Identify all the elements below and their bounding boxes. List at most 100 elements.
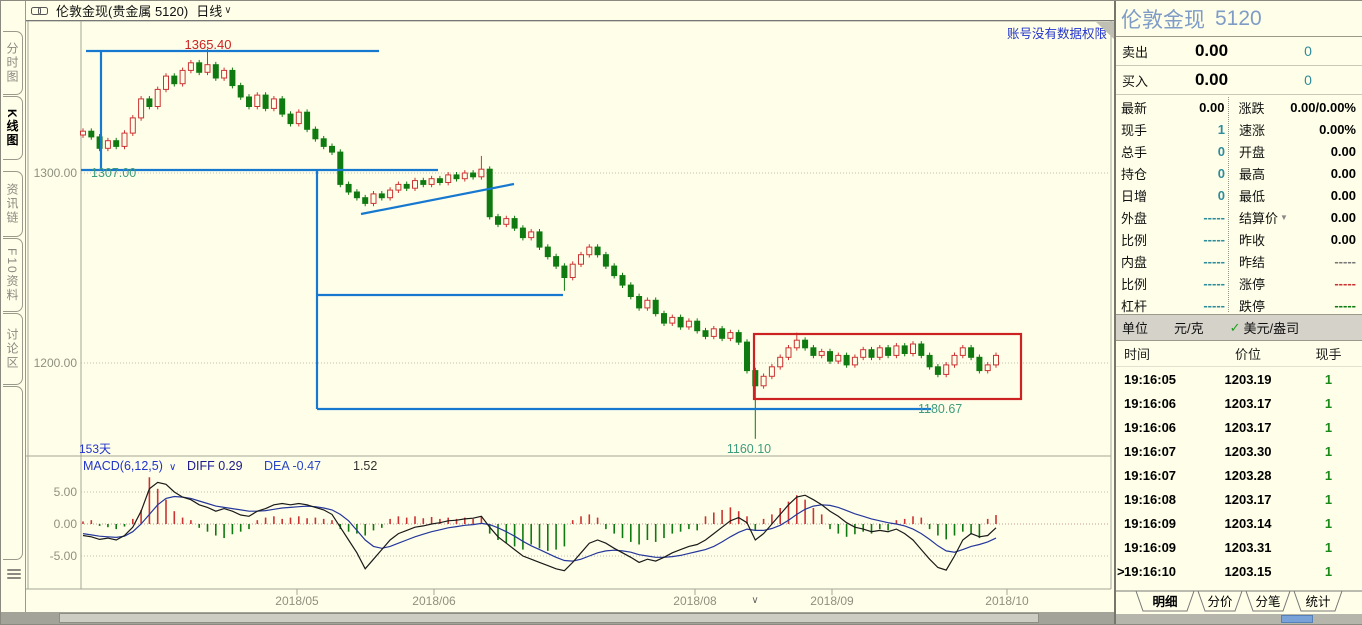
svg-text:5.00: 5.00 xyxy=(54,485,78,499)
tape-row: 19:16:07 1203.30 1 xyxy=(1116,439,1362,463)
bottom-tab-分价[interactable] xyxy=(1197,590,1243,612)
tape-time: >19:16:10 xyxy=(1117,563,1177,579)
quote-row: 日增 0 最低 0.00 xyxy=(1116,184,1362,206)
no-permission-notice: 账号没有数据权限 xyxy=(1006,27,1107,41)
quote-row: 比例 ----- 涨停 ----- xyxy=(1116,272,1362,294)
sidebar-tab-3[interactable]: 资讯链 xyxy=(3,171,23,237)
tape-time: 19:16:06 xyxy=(1124,419,1177,435)
quote-label: 昨收 xyxy=(1239,232,1266,248)
quote-label: 跌停 xyxy=(1239,298,1266,314)
quote-value: ----- xyxy=(1203,231,1225,247)
scrollbar-thumb[interactable] xyxy=(59,613,1039,623)
quote-value: 0.00 xyxy=(1330,209,1356,225)
svg-text:1200.00: 1200.00 xyxy=(34,356,78,370)
chart-header-bar: 伦敦金现(贵金属 5120) 日线 ∨ xyxy=(25,1,1114,21)
svg-text:1307.00: 1307.00 xyxy=(91,166,136,180)
tape-row: 19:16:09 1203.14 1 xyxy=(1116,511,1362,535)
tape-price: 1203.31 xyxy=(1224,539,1272,555)
tape-bottom-tabs: 明细 分价 分笔 统计 xyxy=(1116,590,1362,614)
svg-text:2018/09: 2018/09 xyxy=(810,594,854,608)
quote-row: 外盘 ----- 结算价 ▼ 0.00 xyxy=(1116,206,1362,228)
svg-text:∨: ∨ xyxy=(751,595,758,606)
svg-text:1180.67: 1180.67 xyxy=(918,402,962,416)
quote-value: ----- xyxy=(1334,297,1356,313)
period-selector[interactable]: 日线 ∨ xyxy=(196,1,231,20)
quote-label: 内盘 xyxy=(1121,254,1148,270)
kline-chart[interactable]: 1300.00 1200.00 5.00 0.00 -5.00 2018/05 2018/0… xyxy=(1,1,1114,612)
sidebar-tab-2[interactable]: K线图 xyxy=(3,96,23,160)
bottom-tab-分笔[interactable] xyxy=(1245,590,1291,612)
quote-grid: 最新 0.00 涨跌 0.00/0.00% 现手 1 速涨 0.00% 总手 0 开盘 0.00 持仓 0… xyxy=(1116,95,1362,315)
bottom-tab-label[interactable]: 分笔 xyxy=(1255,594,1280,609)
tape-volume: 1 xyxy=(1324,515,1333,531)
quote-label: 结算价 ▼ xyxy=(1239,210,1288,226)
menu-icon[interactable] xyxy=(7,569,21,581)
svg-text:153天: 153天 xyxy=(79,442,111,456)
tape-price: 1203.17 xyxy=(1224,419,1272,435)
bottom-tab-label[interactable]: 统计 xyxy=(1305,595,1330,609)
sidebar-tab-4[interactable]: F10资料 xyxy=(3,238,23,312)
tape-row: >19:16:10 1203.15 1 xyxy=(1116,559,1362,583)
quote-value: ----- xyxy=(1203,209,1225,225)
quote-value: 0.00/0.00% xyxy=(1290,99,1356,115)
period-label: 日线 xyxy=(196,4,223,19)
grid-divider xyxy=(1228,97,1229,312)
unit-label: 单位 xyxy=(1122,321,1149,336)
unit-option-1[interactable]: 元/克 xyxy=(1174,321,1204,336)
bottom-tab-统计[interactable] xyxy=(1293,590,1343,612)
tape-time: 19:16:07 xyxy=(1124,443,1177,459)
tape-price: 1203.14 xyxy=(1224,515,1272,531)
corner-fold-icon xyxy=(1096,22,1114,39)
sidebar-tab-5[interactable]: 讨论区 xyxy=(3,313,23,385)
trade-row-2: 买入 0.00 0 xyxy=(1116,66,1362,95)
svg-text:DIFF 0.29: DIFF 0.29 xyxy=(187,459,243,473)
quote-value: ----- xyxy=(1203,253,1225,269)
quote-label: 持仓 xyxy=(1121,166,1148,182)
tape-time: 19:16:07 xyxy=(1124,467,1177,483)
quote-title: 伦敦金现 5120 xyxy=(1116,1,1362,37)
tape-time: 19:16:08 xyxy=(1124,491,1177,507)
tape-col-header: 时间 xyxy=(1124,347,1151,362)
bottom-tab-明细[interactable] xyxy=(1135,590,1195,612)
tape-row: 19:16:07 1203.28 1 xyxy=(1116,463,1362,487)
svg-text:-5.00: -5.00 xyxy=(50,549,78,563)
tape-price: 1203.17 xyxy=(1224,395,1272,411)
tape-time: 19:16:09 xyxy=(1124,515,1177,531)
svg-text:0.00: 0.00 xyxy=(54,517,78,531)
quote-value: ----- xyxy=(1334,275,1356,291)
quote-value: 0.00 xyxy=(1330,187,1356,203)
svg-text:1.52: 1.52 xyxy=(353,459,377,473)
chevron-down-icon: ∨ xyxy=(224,5,232,16)
tape-volume: 1 xyxy=(1324,443,1333,459)
svg-text:DEA -0.47: DEA -0.47 xyxy=(264,459,321,473)
quote-row: 杠杆 ----- 跌停 ----- xyxy=(1116,294,1362,316)
tape-row: 19:16:09 1203.31 1 xyxy=(1116,535,1362,559)
sidebar-tab-1[interactable]: 分时图 xyxy=(3,31,23,95)
trade-label: 卖出 xyxy=(1122,44,1149,60)
tape-price: 1203.19 xyxy=(1224,371,1272,387)
quote-value: ----- xyxy=(1203,275,1225,291)
tape-volume: 1 xyxy=(1324,395,1333,411)
sidebar-empty-tab xyxy=(3,386,23,560)
bottom-tab-label[interactable]: 分价 xyxy=(1207,595,1233,609)
settle-dropdown-icon[interactable]: ▼ xyxy=(1280,212,1288,222)
unit-option-2[interactable]: ✓ 美元/盎司 xyxy=(1229,319,1300,337)
quote-value: 0 xyxy=(1217,143,1225,159)
chart-horizontal-scrollbar[interactable] xyxy=(1,612,1114,624)
quote-value: 0 xyxy=(1217,165,1225,181)
svg-text:MACD(6,12,5): MACD(6,12,5) xyxy=(83,459,163,473)
tape-volume: 1 xyxy=(1324,371,1333,387)
panel-scrollbar-thumb[interactable] xyxy=(1281,615,1313,623)
svg-text:∨: ∨ xyxy=(169,462,176,473)
quote-row: 比例 ----- 昨收 0.00 xyxy=(1116,228,1362,250)
quote-label: 涨停 xyxy=(1239,276,1266,292)
tape-price: 1203.28 xyxy=(1224,467,1272,483)
tape-time: 19:16:09 xyxy=(1124,539,1177,555)
tape-volume: 1 xyxy=(1324,539,1333,555)
tape-col-header: 价位 xyxy=(1234,347,1261,362)
quote-row: 持仓 0 最高 0.00 xyxy=(1116,162,1362,184)
tape-cursor-icon: > xyxy=(1117,563,1125,579)
quote-label: 开盘 xyxy=(1239,144,1266,160)
link-icon[interactable] xyxy=(31,6,48,16)
bottom-tab-label[interactable]: 明细 xyxy=(1152,594,1177,609)
